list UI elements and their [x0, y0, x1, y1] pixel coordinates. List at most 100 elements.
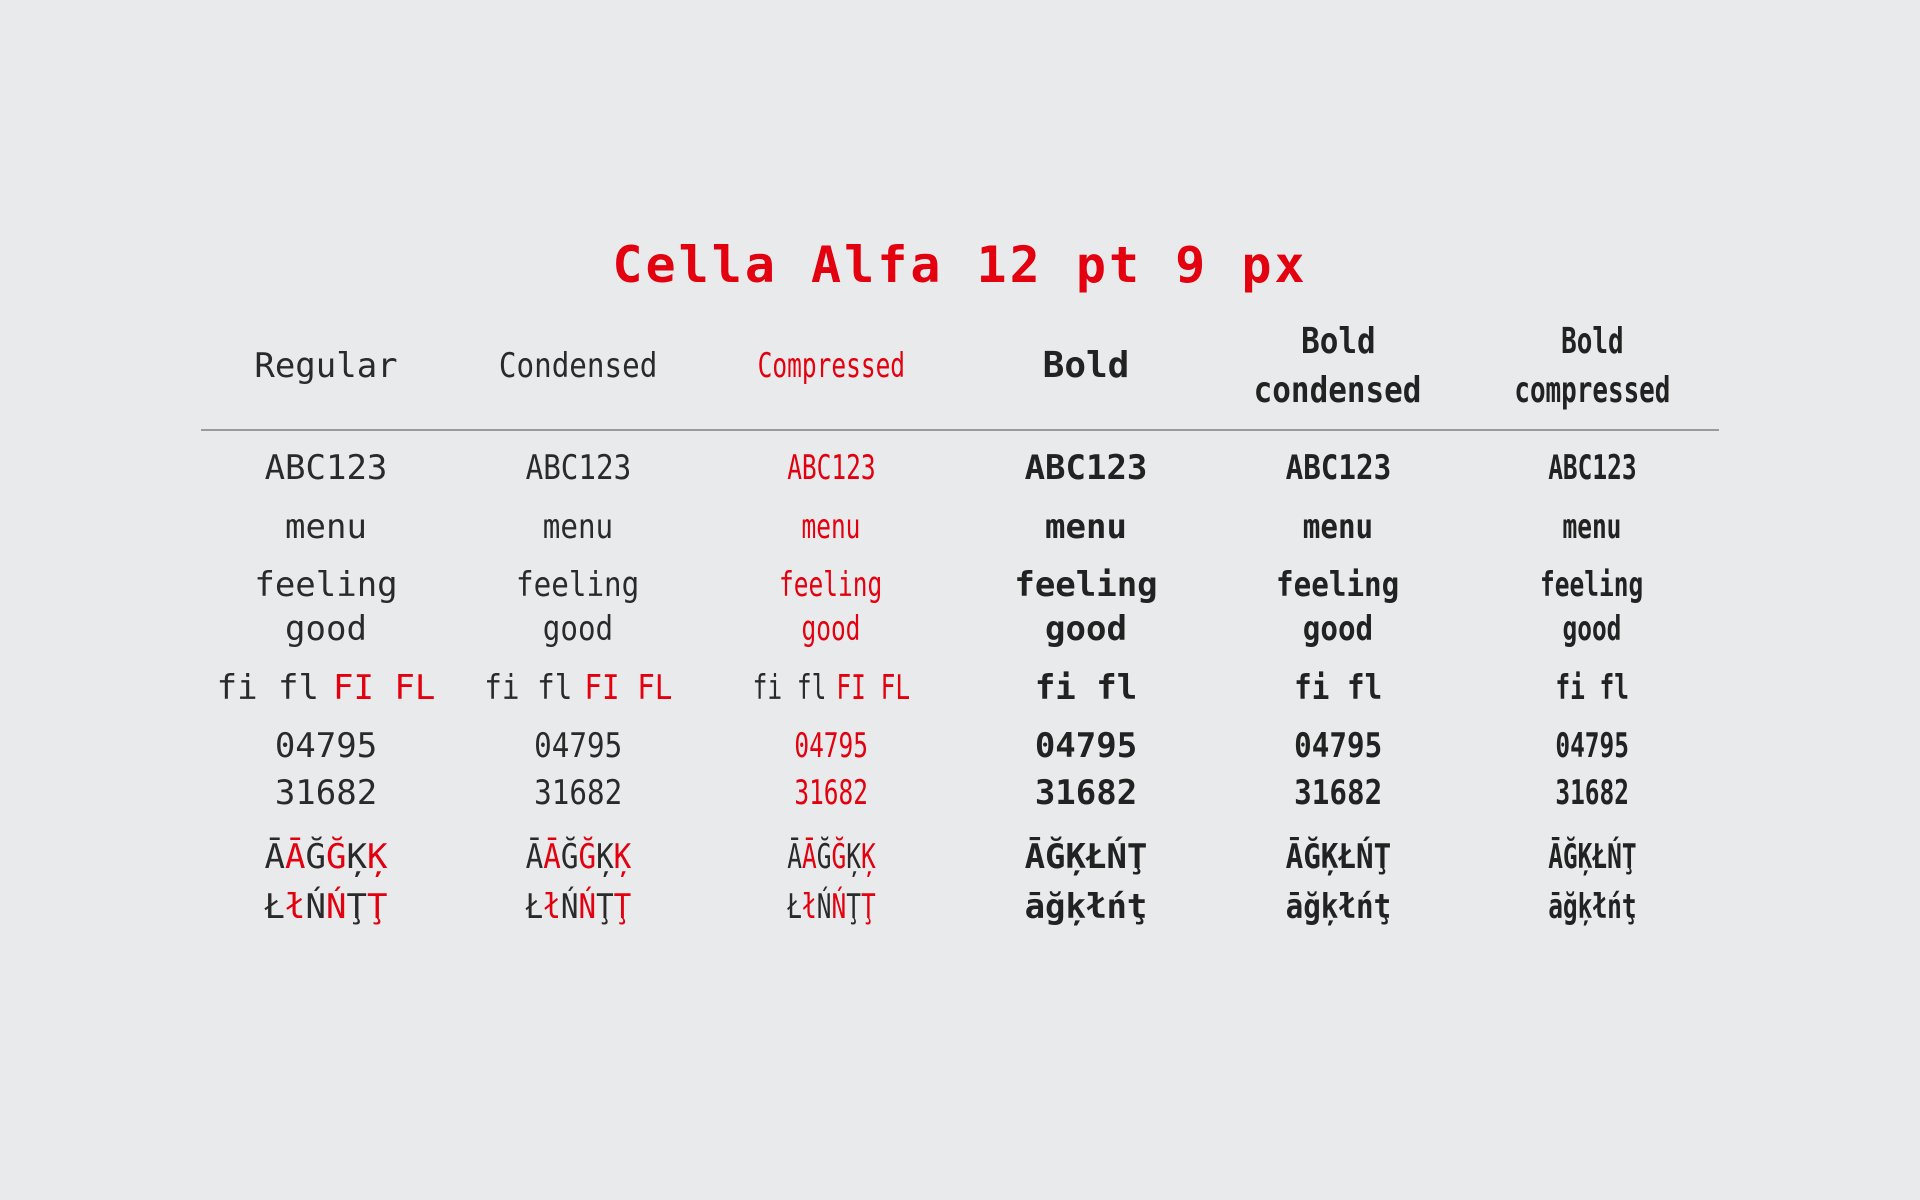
glyph-run: menu — [1045, 507, 1127, 547]
sample-line: good — [176, 609, 476, 649]
glyph-run: Ğ — [816, 837, 831, 877]
glyph-run: Ā — [285, 837, 306, 877]
glyph-run: Ţ — [366, 887, 388, 927]
glyph-run: Ń — [305, 887, 326, 927]
header-text: Compressed — [757, 346, 905, 386]
sample-line: ABC123 — [681, 448, 981, 488]
sample-line: menu — [176, 507, 476, 547]
header-text: Bold — [1042, 345, 1130, 386]
glyph-run: fi fl — [1293, 668, 1383, 708]
sample-text: good — [1303, 609, 1373, 649]
sample-line: feeling — [936, 565, 1236, 605]
sample-text: ĀĀĞĞĶĶ — [525, 837, 631, 877]
sample-text: 31682 — [1555, 773, 1629, 813]
sample-text: 31682 — [1294, 773, 1382, 813]
sample-text: feeling — [1014, 565, 1157, 605]
sample-text: ŁłŃŃŢŢ — [265, 887, 388, 927]
sample-line: menu — [1188, 507, 1488, 547]
sample-text: menu — [1045, 507, 1127, 547]
sample-line: ABC123 — [1442, 448, 1742, 488]
column-header: compressed — [1442, 371, 1742, 411]
sample-line: good — [1188, 609, 1488, 649]
sample-text: fi fl FI FL — [752, 668, 909, 708]
glyph-run: Ţ — [613, 887, 631, 927]
sample-line: feeling — [428, 565, 728, 605]
sample-text: good — [802, 609, 861, 649]
glyph-run: āğķłńţ — [1024, 887, 1148, 927]
sample-line: menu — [936, 507, 1236, 547]
sample-text: fi fl — [1555, 668, 1629, 708]
glyph-run: 04795 — [274, 726, 378, 766]
glyph-run: menu — [542, 507, 614, 547]
glyph-run: Ğ — [560, 837, 578, 877]
sample-line: ABC123 — [428, 448, 728, 488]
column-header: Regular — [176, 346, 476, 386]
sample-line: 04795 — [1442, 726, 1742, 766]
sample-line: menu — [681, 507, 981, 547]
glyph-run: āğķłńţ — [1547, 887, 1637, 927]
sample-text: feeling — [1540, 565, 1643, 605]
sample-text: 04795 — [275, 726, 377, 766]
sample-text: ĀĀĞĞĶĶ — [265, 837, 388, 877]
glyph-run: Ń — [560, 887, 578, 927]
rule — [201, 429, 1719, 431]
sample-line: good — [428, 609, 728, 649]
glyph-run: FI FL — [584, 668, 673, 708]
sample-line: feeling — [681, 565, 981, 605]
sample-text: good — [285, 609, 367, 649]
glyph-run: ĀĞĶŁŃŢ — [1547, 837, 1637, 877]
sample-line: ĀĀĞĞĶĶ — [428, 837, 728, 877]
sample-line: ŁłŃŃŢŢ — [176, 887, 476, 927]
sample-text: feeling — [516, 565, 639, 605]
sample-text: 04795 — [534, 726, 622, 766]
glyph-run: 04795 — [1555, 726, 1629, 766]
glyph-run: 04795 — [533, 726, 623, 766]
glyph-run: Ł — [525, 887, 543, 927]
sample-text: ŁłŃŃŢŢ — [525, 887, 631, 927]
sample-line: 31682 — [681, 773, 981, 813]
glyph-run: fi fl — [1555, 668, 1629, 708]
glyph-run: Ń — [326, 887, 347, 927]
glyph-run: FI FL — [836, 668, 910, 708]
sample-text: menu — [1563, 507, 1622, 547]
glyph-run: Ţ — [595, 887, 614, 927]
glyph-run: Ń — [831, 887, 846, 927]
sample-line: ĀĞĶŁŃŢ — [1442, 837, 1742, 877]
glyph-run: 04795 — [794, 726, 868, 766]
glyph-run: good — [1302, 609, 1374, 649]
header-text: Bold — [1300, 321, 1376, 362]
glyph-run: ABC123 — [786, 448, 876, 488]
glyph-run: ĀĞĶŁŃŢ — [1024, 837, 1148, 877]
glyph-run: feeling — [1540, 565, 1644, 605]
glyph-run: 31682 — [274, 773, 378, 813]
sample-text: āğķłńţ — [1285, 887, 1391, 927]
column-header: Bold — [1442, 322, 1742, 362]
sample-line: 04795 — [936, 726, 1236, 766]
sample-text: fi fl — [1035, 668, 1137, 708]
glyph-run: ł — [542, 887, 561, 927]
sample-text: feeling — [779, 565, 882, 605]
sample-line: 04795 — [428, 726, 728, 766]
glyph-run: 31682 — [1034, 773, 1138, 813]
glyph-run: ĀĞĶŁŃŢ — [1285, 837, 1391, 877]
header-text: condensed — [1254, 370, 1422, 411]
glyph-run: Ğ — [578, 837, 596, 877]
glyph-run: Ķ — [595, 837, 614, 877]
glyph-run: Ā — [264, 837, 286, 877]
sample-text: ĀĞĶŁŃŢ — [1025, 837, 1148, 877]
glyph-run: ABC123 — [1285, 448, 1391, 488]
glyph-run: 31682 — [1293, 773, 1383, 813]
glyph-run: 31682 — [1555, 773, 1629, 813]
glyph-run: 31682 — [794, 773, 868, 813]
glyph-run: fi fl — [483, 668, 572, 708]
sample-text: ABC123 — [265, 448, 388, 488]
sample-text: menu — [1303, 507, 1373, 547]
glyph-run: Ń — [816, 887, 831, 927]
glyph-run: menu — [801, 507, 861, 547]
sample-line: ŁłŃŃŢŢ — [428, 887, 728, 927]
glyph-run: menu — [1562, 507, 1622, 547]
header-text: compressed — [1513, 370, 1671, 411]
glyph-run: ł — [801, 887, 817, 927]
sample-text: menu — [802, 507, 861, 547]
